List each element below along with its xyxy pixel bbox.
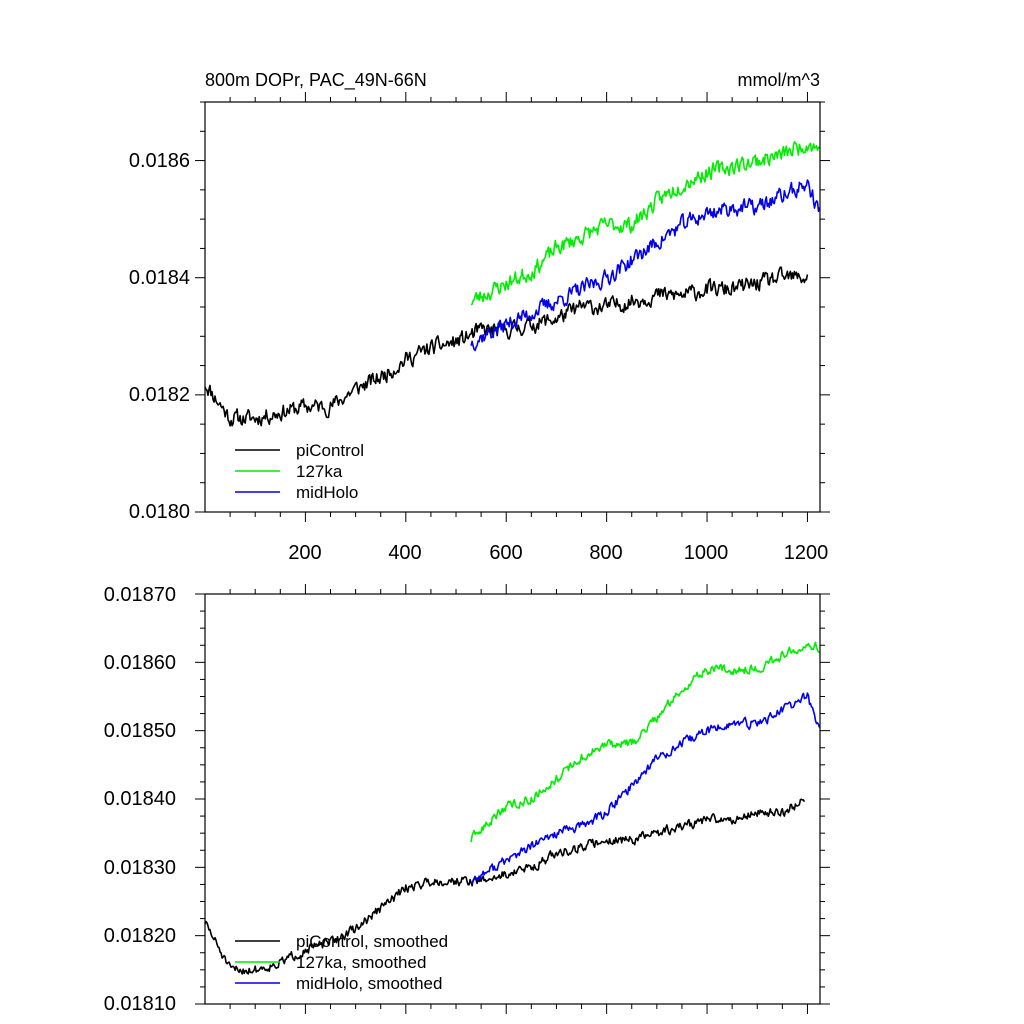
legend-label-midholo: midHolo xyxy=(296,483,358,502)
legend-label-picontrol-smoothed: piControl, smoothed xyxy=(296,932,448,951)
bottom-ytick-label: 0.01870 xyxy=(104,584,176,606)
bottom-panel: 0.01810 0.01820 0.01830 0.01840 0.01850 … xyxy=(104,584,830,1015)
legend-label-midholo-smoothed: midHolo, smoothed xyxy=(296,974,442,993)
legend-label-127ka: 127ka xyxy=(296,462,343,481)
top-ytick-label: 0.0184 xyxy=(129,267,190,289)
series-line-127ka xyxy=(470,141,820,306)
top-xtick-label: 600 xyxy=(489,542,522,564)
top-xtick-label: 400 xyxy=(388,542,421,564)
top-xtick-label: 200 xyxy=(288,542,321,564)
top-legend: piControl 127ka midHolo xyxy=(235,441,364,502)
series-line-127ka-smoothed xyxy=(470,641,820,843)
top-series-group xyxy=(204,141,821,427)
legend-label-picontrol: piControl xyxy=(296,441,364,460)
bottom-axis-ticks xyxy=(195,584,830,1014)
top-chart-units: mmol/m^3 xyxy=(738,70,820,90)
top-plot-frame xyxy=(204,101,821,513)
top-panel: 800m DOPr, PAC_49N-66N mmol/m^3 0.0180 0… xyxy=(129,70,830,564)
bottom-ytick-label: 0.01820 xyxy=(104,925,176,947)
top-axis-ticks xyxy=(195,92,830,522)
bottom-ytick-label: 0.01840 xyxy=(104,788,176,810)
series-line-picontrol-smoothed xyxy=(204,798,806,975)
series-line-picontrol xyxy=(204,266,809,427)
series-line-midholo-smoothed xyxy=(470,692,821,885)
top-ytick-label: 0.0182 xyxy=(129,384,190,406)
top-ytick-label: 0.0186 xyxy=(129,150,190,172)
bottom-ytick-label: 0.01810 xyxy=(104,993,176,1015)
bottom-ytick-label: 0.01850 xyxy=(104,720,176,742)
series-line-midholo xyxy=(470,179,821,352)
bottom-ytick-label: 0.01860 xyxy=(104,652,176,674)
bottom-ytick-label: 0.01830 xyxy=(104,857,176,879)
bottom-plot-frame xyxy=(204,593,821,1005)
top-xtick-label: 1000 xyxy=(684,542,729,564)
bottom-series-group xyxy=(204,641,821,975)
bottom-legend: piControl, smoothed 127ka, smoothed midH… xyxy=(235,932,448,993)
top-ytick-label: 0.0180 xyxy=(129,501,190,523)
legend-label-127ka-smoothed: 127ka, smoothed xyxy=(296,953,426,972)
top-xtick-label: 1200 xyxy=(784,542,829,564)
top-xtick-label: 800 xyxy=(589,542,622,564)
top-chart-title: 800m DOPr, PAC_49N-66N xyxy=(205,70,427,91)
